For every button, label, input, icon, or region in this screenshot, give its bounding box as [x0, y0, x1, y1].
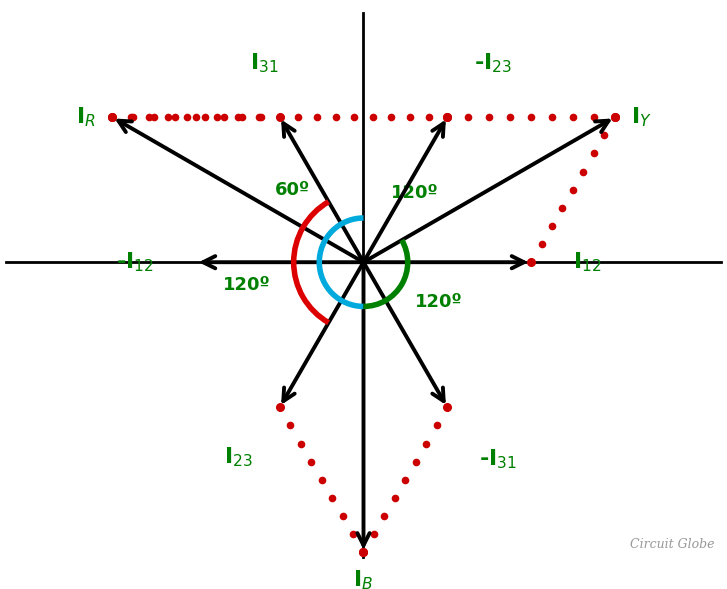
Text: I$_B$: I$_B$ — [353, 569, 374, 589]
Text: I$_{12}$: I$_{12}$ — [573, 250, 601, 274]
Text: I$_{23}$: I$_{23}$ — [224, 445, 253, 469]
Text: -I$_{23}$: -I$_{23}$ — [474, 51, 512, 75]
Text: I$_Y$: I$_Y$ — [631, 105, 652, 129]
Text: -I$_{31}$: -I$_{31}$ — [478, 448, 517, 471]
Text: Circuit Globe: Circuit Globe — [630, 538, 715, 551]
Text: I$_{31}$: I$_{31}$ — [250, 51, 279, 75]
Text: -I$_{12}$: -I$_{12}$ — [116, 250, 154, 274]
Text: 120º: 120º — [414, 293, 462, 311]
Text: 60º: 60º — [275, 181, 310, 199]
Text: I$_R$: I$_R$ — [76, 105, 96, 129]
Text: 120º: 120º — [222, 276, 270, 294]
Text: 120º: 120º — [391, 184, 439, 201]
